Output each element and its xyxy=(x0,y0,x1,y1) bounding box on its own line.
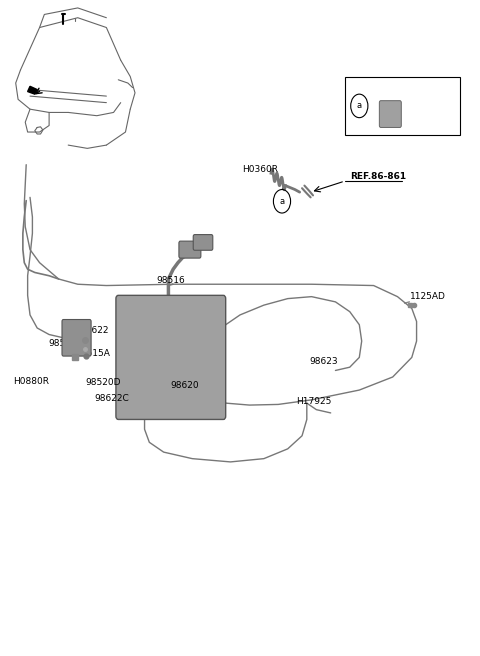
FancyBboxPatch shape xyxy=(193,235,213,251)
Text: 98620: 98620 xyxy=(171,381,199,390)
Text: 98623: 98623 xyxy=(309,357,338,366)
FancyBboxPatch shape xyxy=(62,319,91,356)
FancyBboxPatch shape xyxy=(116,295,226,419)
Bar xyxy=(345,77,459,135)
Text: a: a xyxy=(279,197,285,206)
Text: 98635: 98635 xyxy=(381,92,409,101)
Text: 98516: 98516 xyxy=(156,276,185,285)
Text: REF.86-861: REF.86-861 xyxy=(350,172,406,181)
Text: 98515A: 98515A xyxy=(75,349,110,358)
Text: 98520D: 98520D xyxy=(85,379,120,388)
Text: H17925: H17925 xyxy=(296,397,332,405)
Polygon shape xyxy=(28,87,37,94)
Text: a: a xyxy=(357,102,362,110)
Text: H0880R: H0880R xyxy=(13,377,49,386)
Text: 98622C: 98622C xyxy=(95,394,129,403)
FancyBboxPatch shape xyxy=(179,241,201,258)
Text: H0360R: H0360R xyxy=(242,165,278,174)
Text: 1125AD: 1125AD xyxy=(410,292,446,301)
FancyBboxPatch shape xyxy=(379,100,401,127)
Text: 98510A: 98510A xyxy=(48,339,83,348)
Text: 98622: 98622 xyxy=(80,326,108,335)
